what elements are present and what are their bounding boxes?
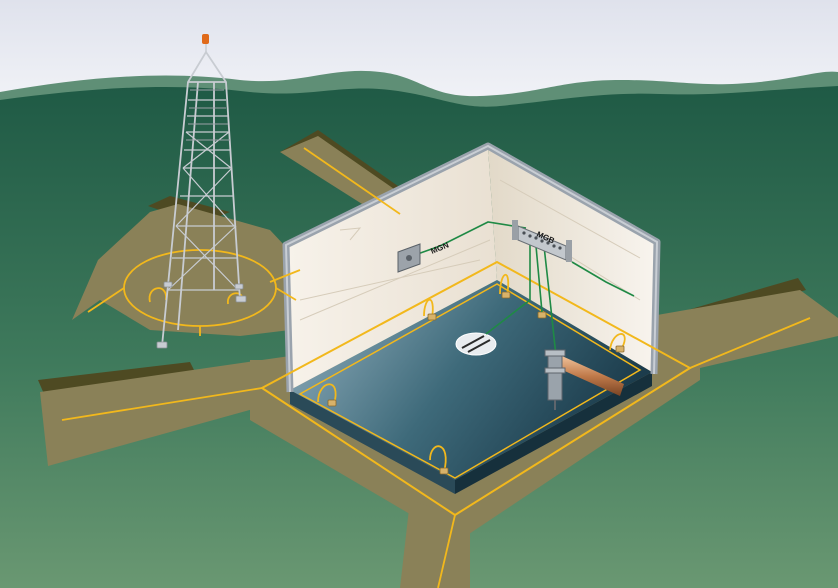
tower-feet	[156, 281, 247, 349]
trench-floor-west	[40, 356, 300, 466]
green-bonding-wires	[411, 221, 635, 357]
pipe-icon	[544, 349, 624, 410]
slab-edge	[455, 372, 652, 494]
ground-rod-icon	[609, 333, 626, 351]
wall-shading	[299, 179, 641, 321]
busbar-icon	[512, 220, 572, 262]
ground-rod-icon	[423, 298, 434, 319]
mgn-plate	[397, 243, 421, 273]
trench-floor-east	[640, 290, 838, 368]
ground-rod-icon	[317, 383, 337, 405]
trench-wall	[38, 362, 196, 394]
ground-rod-icon	[429, 445, 447, 473]
rod-clamps	[327, 291, 625, 475]
cable-entry-icon	[455, 332, 497, 356]
ground-rod-icon	[148, 287, 167, 303]
beacon-icon	[202, 34, 209, 44]
interior-ring-conductor	[298, 283, 642, 479]
ground-rod-icon	[499, 274, 510, 297]
left-wall	[288, 148, 497, 390]
floor-slab	[290, 280, 652, 480]
tower-icon	[161, 50, 241, 347]
slab-edge	[290, 390, 455, 494]
